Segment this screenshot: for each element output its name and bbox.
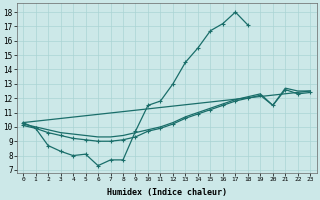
X-axis label: Humidex (Indice chaleur): Humidex (Indice chaleur) (107, 188, 227, 197)
